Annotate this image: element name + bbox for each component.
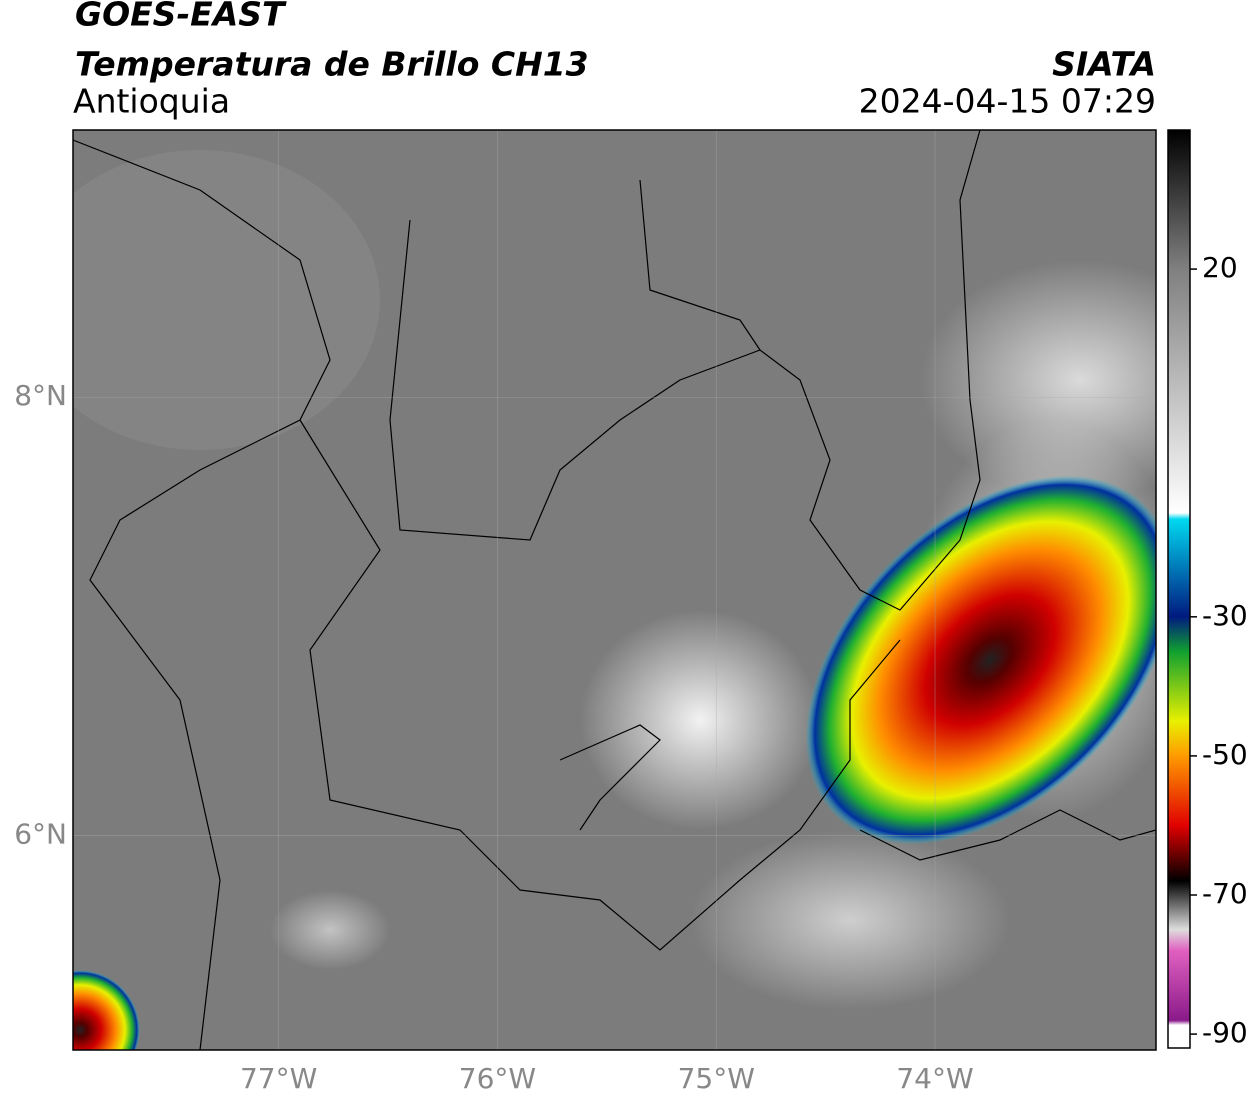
lat-tick-label: 8°N — [14, 379, 67, 412]
subtitle: Temperatura de Brillo CH13 — [75, 45, 589, 84]
lon-tick-label: 74°W — [896, 1062, 973, 1095]
map-frame — [72, 129, 1157, 1051]
lon-tick-label: 76°W — [459, 1062, 536, 1095]
graticule — [73, 130, 1156, 1050]
colorbar-tick-label: -50 — [1202, 738, 1248, 771]
title: GOES-EAST — [75, 0, 287, 34]
datetime: 2024-04-15 07:29 — [859, 82, 1156, 121]
colorbar-tick-label: -30 — [1202, 599, 1248, 632]
colorbar — [1167, 129, 1191, 1049]
lat-tick-label: 6°N — [14, 817, 67, 850]
agency: SIATA — [1052, 45, 1156, 84]
colorbar-tick-label: -90 — [1202, 1016, 1248, 1049]
lon-tick-label: 77°W — [240, 1062, 317, 1095]
satellite-image — [73, 130, 1156, 1050]
region: Antioquia — [73, 82, 230, 121]
lon-tick-label: 75°W — [678, 1062, 755, 1095]
colorbar-tick-label: -70 — [1202, 877, 1248, 910]
colorbar-tick-label: 20 — [1202, 251, 1238, 284]
